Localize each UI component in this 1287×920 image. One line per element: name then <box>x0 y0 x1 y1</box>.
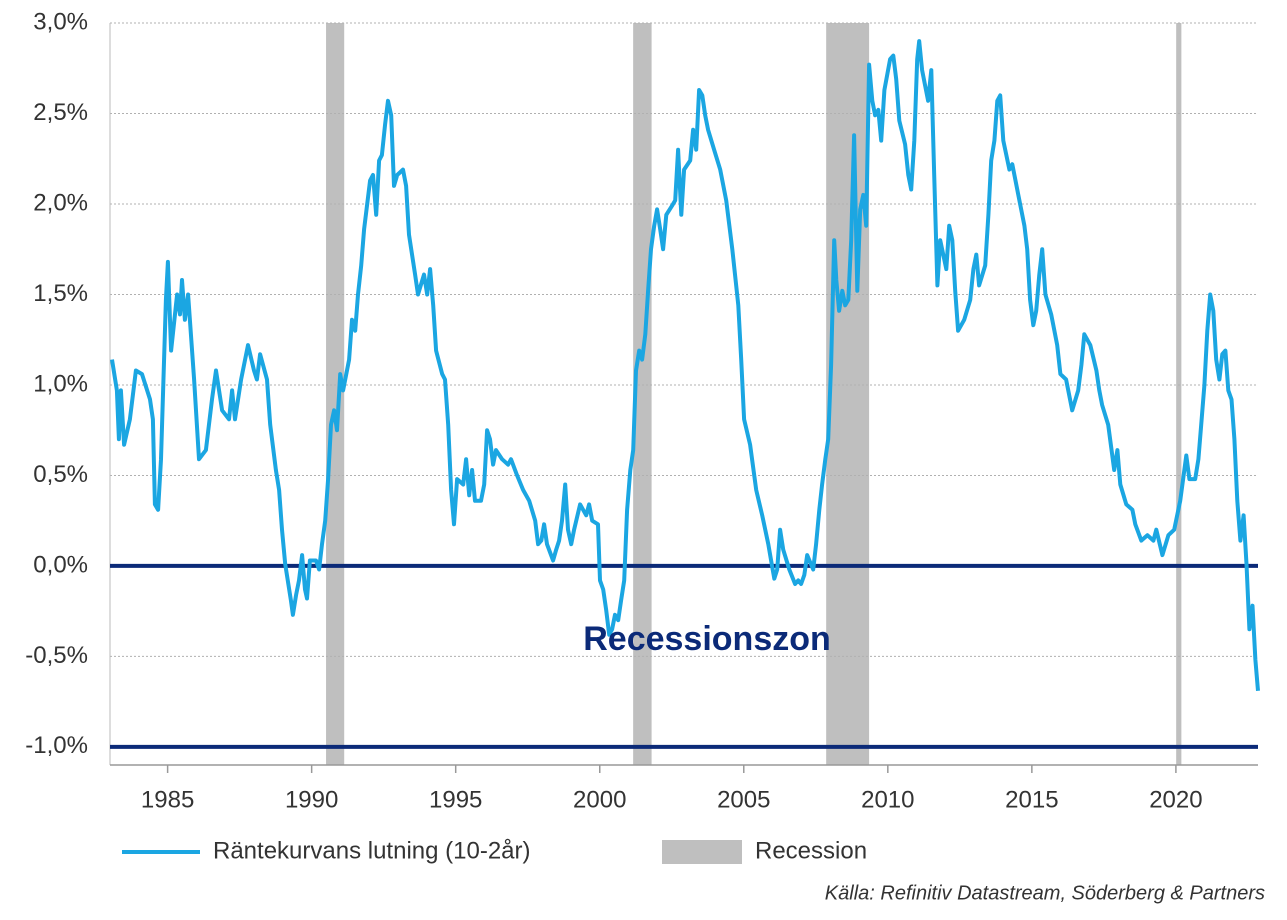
annotation: Recessionszon <box>583 620 831 658</box>
y-tick-label: -0,5% <box>25 642 88 669</box>
data-line <box>110 39 1260 691</box>
y-tick-label: 0,0% <box>33 551 88 578</box>
legend-label: Recession <box>755 837 867 864</box>
y-tick-label: -1,0% <box>25 732 88 759</box>
y-tick-label: 1,5% <box>33 280 88 307</box>
x-tick-label: 1990 <box>285 786 338 813</box>
y-tick-label: 3,0% <box>33 8 88 35</box>
x-tick-label: 2015 <box>1005 786 1058 813</box>
y-tick-label: 2,0% <box>33 189 88 216</box>
x-tick-label: 2005 <box>717 786 770 813</box>
x-tick-label: 2020 <box>1149 786 1202 813</box>
source: Källa: Refinitiv Datastream, Söderberg &… <box>825 882 1265 904</box>
y-tick-label: 1,0% <box>33 370 88 397</box>
legend-swatch <box>662 840 742 864</box>
recession-band <box>826 23 870 765</box>
x-tick-label: 1985 <box>141 786 194 813</box>
recession-band <box>633 23 652 765</box>
y-tick-label: 0,5% <box>33 461 88 488</box>
x-tick-label: 1995 <box>429 786 482 813</box>
x-tick-label: 2010 <box>861 786 914 813</box>
recession-band <box>326 23 345 765</box>
legend-label: Räntekurvans lutning (10-2år) <box>213 837 531 864</box>
x-tick-label: 2000 <box>573 786 626 813</box>
y-tick-label: 2,5% <box>33 99 88 126</box>
recession-band <box>1176 23 1182 765</box>
